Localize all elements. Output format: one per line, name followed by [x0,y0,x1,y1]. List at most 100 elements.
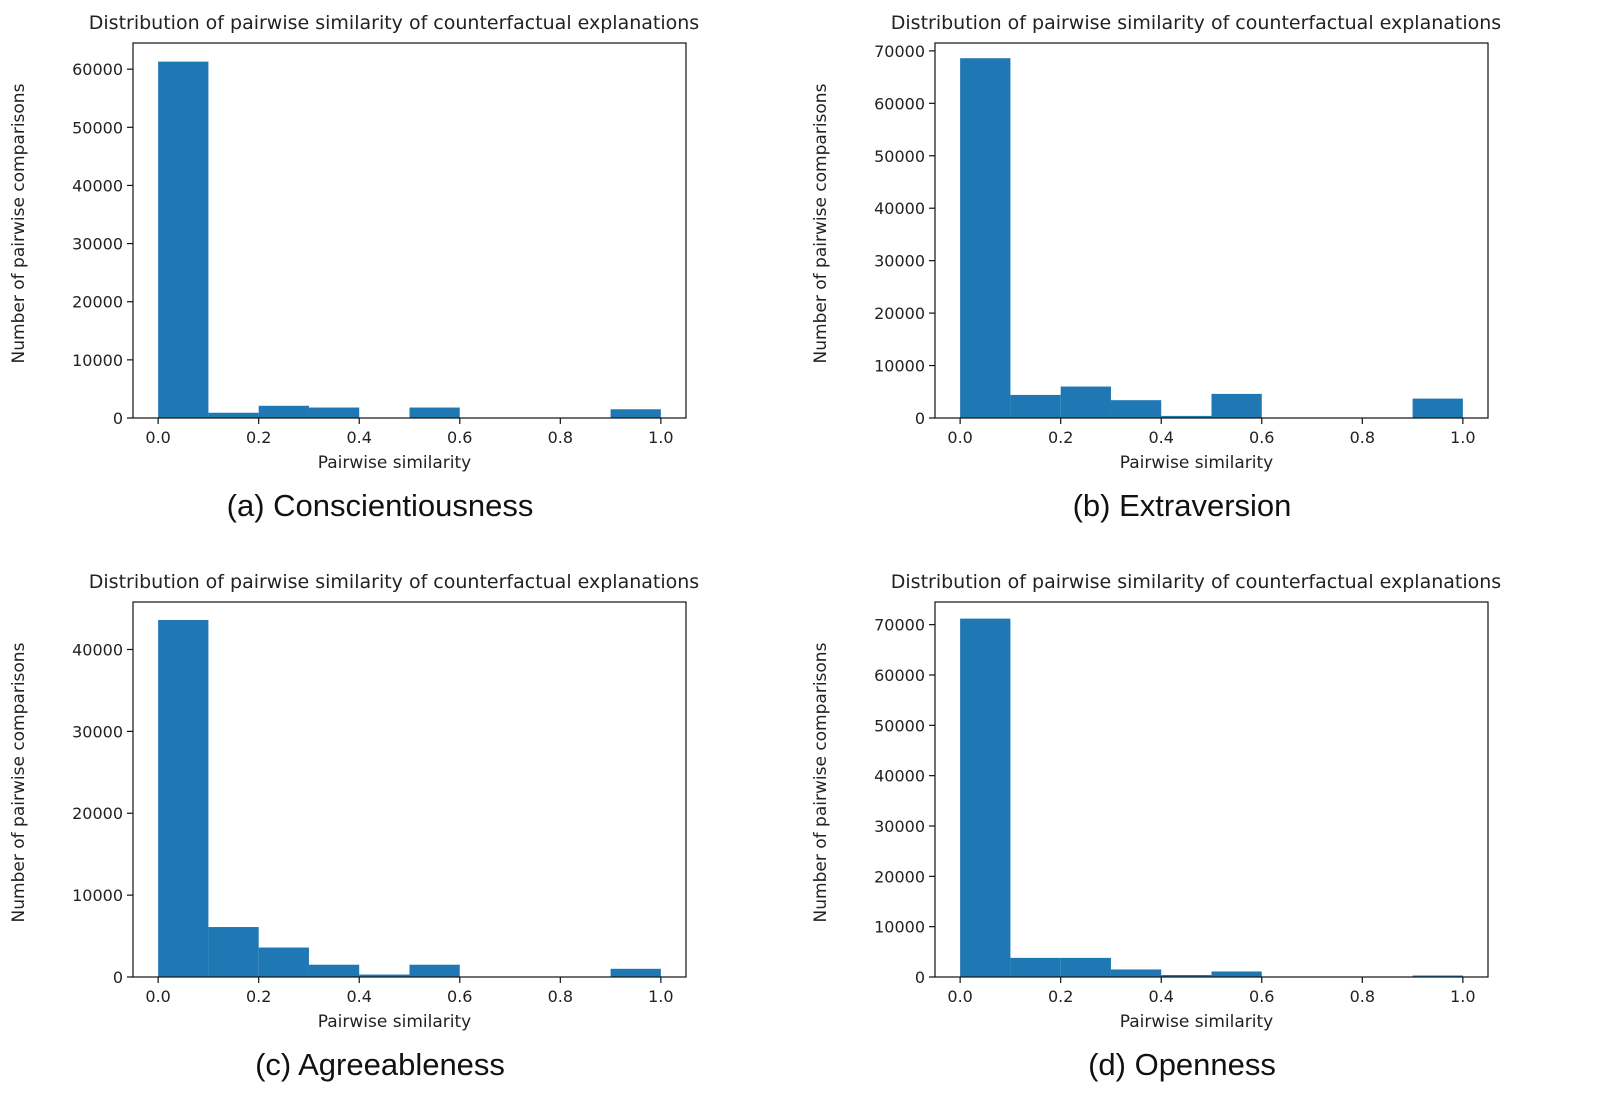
y-tick-label: 10000 [72,886,123,905]
y-tick-label: 40000 [874,199,925,218]
histogram-bar [308,964,360,977]
y-tick-label: 30000 [72,235,123,254]
histogram-bar [1161,974,1212,977]
y-axis-label: Number of pairwise comparisons [9,83,29,363]
x-tick-label: 1.0 [648,987,673,1006]
y-tick-label: 60000 [72,60,123,79]
plot-frame [132,42,687,419]
chart-title: Distribution of pairwise similarity of c… [891,12,1501,34]
x-tick-label: 0.2 [246,987,271,1006]
chart-c: Distribution of pairwise similarity of c… [9,571,699,1082]
histogram-bar [158,620,209,977]
x-tick-label: 0.6 [1249,987,1274,1006]
x-tick-label: 0.6 [447,428,472,447]
plot-frame [934,42,1489,419]
y-tick-label: 30000 [72,722,123,741]
x-axis-label: Pairwise similarity [318,1012,471,1032]
chart-title: Distribution of pairwise similarity of c… [89,571,699,593]
histogram-bar [208,412,259,418]
plot-frame [934,601,1489,978]
x-tick-label: 0.0 [145,428,170,447]
chart-panel-d: Distribution of pairwise similarity of c… [802,559,1604,1118]
y-axis-label: Number of pairwise comparisons [811,642,831,922]
y-tick-label: 30000 [874,817,925,836]
histogram-bar [1161,415,1212,418]
x-tick-label: 1.0 [648,428,673,447]
x-tick-label: 0.2 [246,428,271,447]
y-tick-label: 0 [915,409,925,428]
x-tick-label: 0.8 [1350,428,1375,447]
x-tick-label: 1.0 [1450,428,1475,447]
y-tick-label: 50000 [874,716,925,735]
chart-b: Distribution of pairwise similarity of c… [811,12,1501,523]
chart-a: Distribution of pairwise similarity of c… [9,12,699,523]
y-tick-label: 40000 [72,640,123,659]
x-tick-label: 0.8 [1350,987,1375,1006]
x-tick-label: 0.8 [548,987,573,1006]
y-tick-label: 20000 [874,867,925,886]
histogram-bar [1010,957,1061,977]
chart-panel-c: Distribution of pairwise similarity of c… [0,559,802,1118]
x-tick-label: 0.0 [145,987,170,1006]
figure-caption: (b) Extraversion [1073,488,1292,523]
x-tick-label: 0.4 [1149,987,1174,1006]
x-tick-label: 0.4 [347,987,372,1006]
y-tick-label: 20000 [72,804,123,823]
x-axis-label: Pairwise similarity [1120,1012,1273,1032]
y-axis-label: Number of pairwise comparisons [811,83,831,363]
y-tick-label: 60000 [874,94,925,113]
x-tick-label: 0.2 [1048,987,1073,1006]
x-tick-label: 0.0 [947,428,972,447]
y-tick-label: 40000 [874,767,925,786]
y-tick-label: 10000 [874,918,925,937]
histogram-bar [1211,971,1262,977]
x-tick-label: 0.6 [447,987,472,1006]
histogram-bar [610,968,661,977]
histogram-bar [1211,393,1262,418]
plot-frame [132,601,687,978]
figure-caption: (d) Openness [1088,1047,1276,1082]
chart-title: Distribution of pairwise similarity of c… [891,571,1501,593]
histogram-bar [1412,398,1463,418]
chart-panel-a: Distribution of pairwise similarity of c… [0,0,802,559]
y-tick-label: 0 [113,409,123,428]
histogram-bar [1412,975,1463,977]
histogram-bar [409,407,460,418]
x-tick-label: 0.0 [947,987,972,1006]
chart-panel-b: Distribution of pairwise similarity of c… [802,0,1604,559]
histogram-bar [1110,969,1162,977]
y-tick-label: 30000 [874,252,925,271]
histogram-bar [258,947,309,977]
x-axis-label: Pairwise similarity [1120,453,1273,473]
histogram-bar [1060,957,1111,977]
chart-d: Distribution of pairwise similarity of c… [811,571,1501,1082]
y-tick-label: 0 [113,968,123,987]
histogram-bar [208,927,259,977]
histogram-bar [158,61,209,419]
x-tick-label: 0.8 [548,428,573,447]
x-tick-label: 0.4 [347,428,372,447]
x-tick-label: 0.6 [1249,428,1274,447]
y-tick-label: 70000 [874,616,925,635]
y-tick-label: 0 [915,968,925,987]
y-tick-label: 70000 [874,42,925,61]
chart-title: Distribution of pairwise similarity of c… [89,12,699,34]
histogram-bar [1060,386,1111,418]
y-tick-label: 10000 [874,357,925,376]
x-tick-label: 1.0 [1450,987,1475,1006]
figure-caption: (c) Agreeableness [255,1047,505,1082]
histogram-bar [960,618,1011,977]
y-axis-label: Number of pairwise comparisons [9,642,29,922]
y-tick-label: 20000 [72,293,123,312]
histogram-bar [258,405,309,418]
y-tick-label: 20000 [874,304,925,323]
x-axis-label: Pairwise similarity [318,453,471,473]
histogram-bar [308,407,360,418]
y-tick-label: 40000 [72,176,123,195]
histogram-bar [610,409,661,418]
x-tick-label: 0.4 [1149,428,1174,447]
histogram-bar [409,964,460,977]
figure-caption: (a) Conscientiousness [227,488,534,523]
y-tick-label: 60000 [874,666,925,685]
histogram-bar [359,974,410,977]
